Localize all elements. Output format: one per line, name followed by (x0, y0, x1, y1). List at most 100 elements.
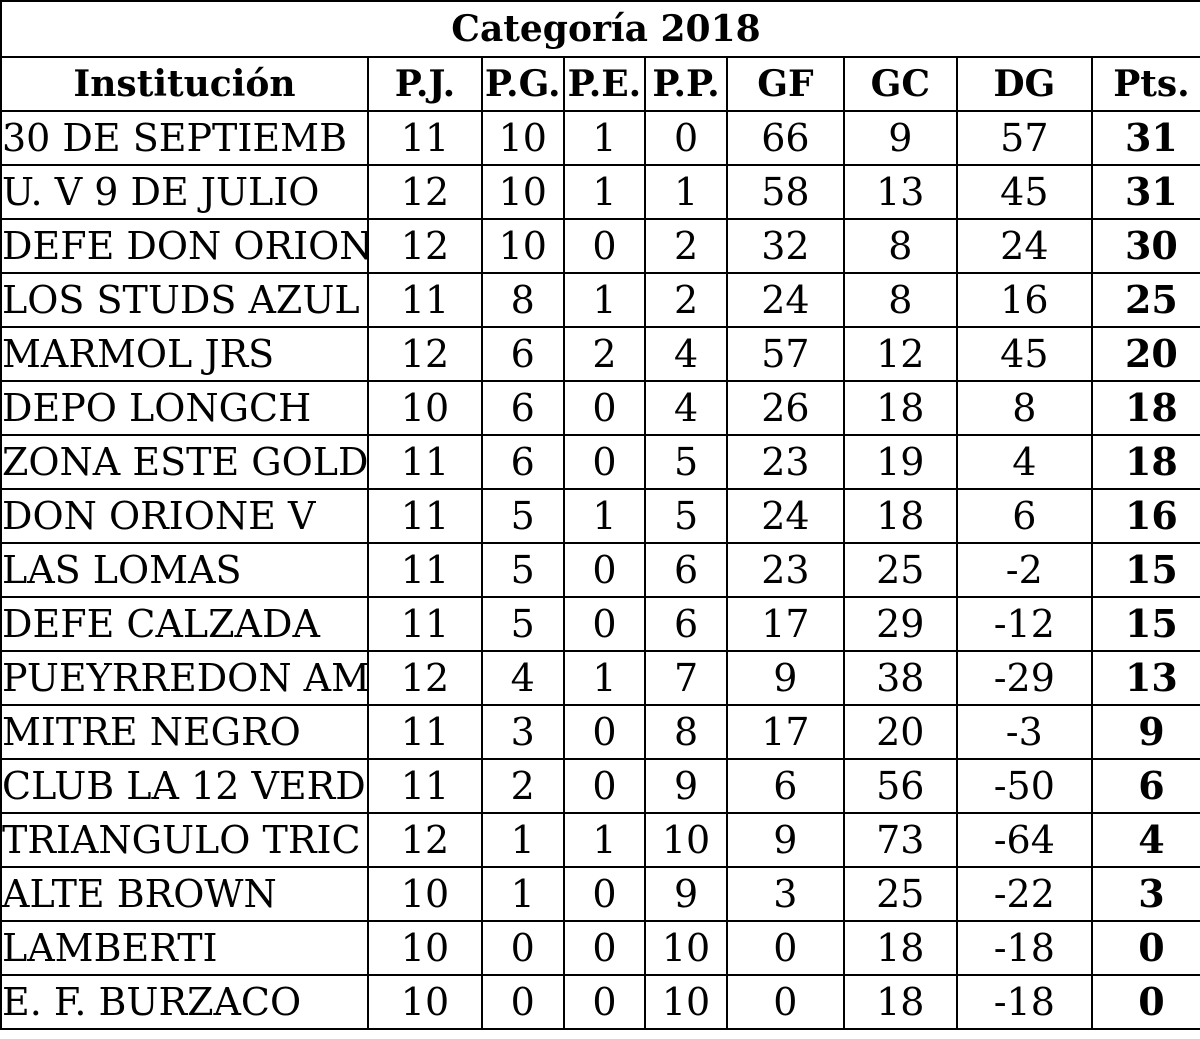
header-row: Institución P.J. P.G. P.E. P.P. GF GC DG… (0, 56, 1200, 112)
lost-cell: 0 (644, 110, 728, 166)
lost-cell: 10 (644, 812, 728, 868)
goals-against-cell: 8 (842, 272, 958, 328)
goals-for-cell: 57 (725, 326, 845, 382)
lost-cell: 2 (644, 272, 728, 328)
goals-against-cell: 8 (842, 218, 958, 274)
goal-difference-cell: 4 (955, 434, 1093, 490)
drawn-cell: 1 (562, 272, 647, 328)
lost-cell: 4 (644, 326, 728, 382)
goal-difference-cell: -2 (955, 542, 1093, 598)
points-cell: 18 (1090, 434, 1200, 490)
won-cell: 10 (480, 164, 565, 220)
played-cell: 10 (367, 866, 483, 922)
goals-against-cell: 18 (842, 380, 958, 436)
table-row: ALTE BROWN 10 1 0 9 3 25 -22 3 (0, 866, 1200, 922)
played-cell: 10 (367, 380, 483, 436)
table-row: DEPO LONGCH 10 6 0 4 26 18 8 18 (0, 380, 1200, 436)
table-row: LAMBERTI 10 0 0 10 0 18 -18 0 (0, 920, 1200, 976)
goal-difference-cell: 57 (955, 110, 1093, 166)
points-cell: 25 (1090, 272, 1200, 328)
header-gc: GC (842, 56, 958, 112)
goals-for-cell: 0 (725, 974, 845, 1030)
lost-cell: 2 (644, 218, 728, 274)
team-name-cell: LAS LOMAS (0, 542, 369, 598)
points-cell: 31 (1090, 164, 1200, 220)
won-cell: 2 (480, 758, 565, 814)
goals-for-cell: 17 (725, 596, 845, 652)
played-cell: 11 (367, 110, 483, 166)
lost-cell: 5 (644, 488, 728, 544)
won-cell: 10 (480, 218, 565, 274)
drawn-cell: 1 (562, 164, 647, 220)
won-cell: 4 (480, 650, 565, 706)
goal-difference-cell: -12 (955, 596, 1093, 652)
drawn-cell: 1 (562, 110, 647, 166)
won-cell: 6 (480, 434, 565, 490)
drawn-cell: 0 (562, 380, 647, 436)
goals-for-cell: 66 (725, 110, 845, 166)
goals-against-cell: 56 (842, 758, 958, 814)
played-cell: 11 (367, 758, 483, 814)
goal-difference-cell: -64 (955, 812, 1093, 868)
played-cell: 12 (367, 164, 483, 220)
lost-cell: 9 (644, 758, 728, 814)
lost-cell: 5 (644, 434, 728, 490)
goal-difference-cell: -3 (955, 704, 1093, 760)
goals-for-cell: 32 (725, 218, 845, 274)
team-name-cell: MARMOL JRS (0, 326, 369, 382)
drawn-cell: 1 (562, 488, 647, 544)
table-row: MARMOL JRS 12 6 2 4 57 12 45 20 (0, 326, 1200, 382)
goals-against-cell: 73 (842, 812, 958, 868)
goal-difference-cell: -50 (955, 758, 1093, 814)
goals-for-cell: 6 (725, 758, 845, 814)
team-name-cell: U. V 9 DE JULIO (0, 164, 369, 220)
team-name-cell: ALTE BROWN (0, 866, 369, 922)
table-row: 30 DE SEPTIEMB 11 10 1 0 66 9 57 31 (0, 110, 1200, 166)
won-cell: 0 (480, 974, 565, 1030)
played-cell: 12 (367, 650, 483, 706)
goals-for-cell: 58 (725, 164, 845, 220)
goals-for-cell: 17 (725, 704, 845, 760)
won-cell: 5 (480, 488, 565, 544)
goal-difference-cell: -29 (955, 650, 1093, 706)
goals-against-cell: 19 (842, 434, 958, 490)
lost-cell: 10 (644, 974, 728, 1030)
goals-for-cell: 23 (725, 434, 845, 490)
goals-for-cell: 9 (725, 812, 845, 868)
goals-against-cell: 12 (842, 326, 958, 382)
team-name-cell: DEFE CALZADA (0, 596, 369, 652)
goal-difference-cell: 8 (955, 380, 1093, 436)
header-pj: P.J. (367, 56, 483, 112)
header-gf: GF (725, 56, 845, 112)
lost-cell: 4 (644, 380, 728, 436)
team-name-cell: PUEYRREDON AM (0, 650, 369, 706)
table-row: LOS STUDS AZUL 11 8 1 2 24 8 16 25 (0, 272, 1200, 328)
goals-against-cell: 18 (842, 488, 958, 544)
points-cell: 0 (1090, 974, 1200, 1030)
goals-against-cell: 13 (842, 164, 958, 220)
points-cell: 15 (1090, 596, 1200, 652)
table-row: ZONA ESTE GOLD 11 6 0 5 23 19 4 18 (0, 434, 1200, 490)
goal-difference-cell: -18 (955, 974, 1093, 1030)
drawn-cell: 0 (562, 542, 647, 598)
played-cell: 11 (367, 488, 483, 544)
header-pts: Pts. (1090, 56, 1200, 112)
points-cell: 6 (1090, 758, 1200, 814)
table-row: DEFE DON ORIONE 12 10 0 2 32 8 24 30 (0, 218, 1200, 274)
lost-cell: 10 (644, 920, 728, 976)
points-cell: 18 (1090, 380, 1200, 436)
won-cell: 3 (480, 704, 565, 760)
won-cell: 10 (480, 110, 565, 166)
won-cell: 0 (480, 920, 565, 976)
points-cell: 3 (1090, 866, 1200, 922)
lost-cell: 8 (644, 704, 728, 760)
points-cell: 16 (1090, 488, 1200, 544)
goals-against-cell: 25 (842, 542, 958, 598)
played-cell: 11 (367, 596, 483, 652)
drawn-cell: 0 (562, 974, 647, 1030)
table-row: U. V 9 DE JULIO 12 10 1 1 58 13 45 31 (0, 164, 1200, 220)
team-name-cell: MITRE NEGRO (0, 704, 369, 760)
team-name-cell: DON ORIONE V (0, 488, 369, 544)
played-cell: 11 (367, 434, 483, 490)
